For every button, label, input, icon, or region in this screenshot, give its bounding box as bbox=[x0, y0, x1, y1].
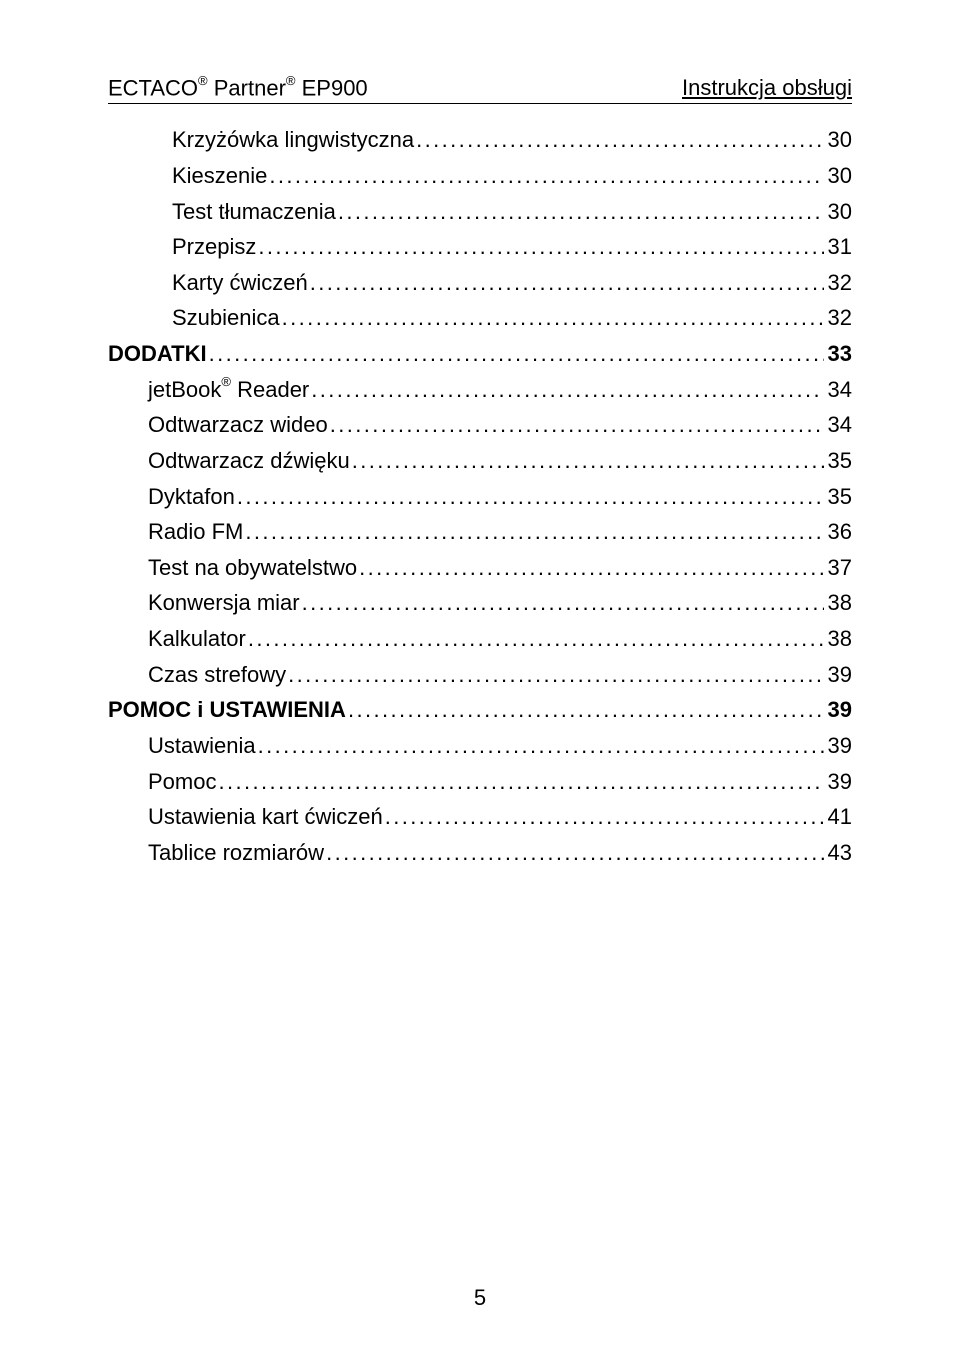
toc-entry-page: 34 bbox=[824, 372, 852, 408]
toc-leader-dots bbox=[308, 265, 824, 301]
toc-line: Czas strefowy 39 bbox=[108, 657, 852, 693]
toc-leader-dots bbox=[256, 229, 823, 265]
toc-entry-label: jetBook® Reader bbox=[148, 372, 309, 408]
toc-line: Dyktafon 35 bbox=[108, 479, 852, 515]
toc-entry-page: 39 bbox=[824, 692, 852, 728]
toc-entry-label: Konwersja miar bbox=[148, 585, 300, 621]
toc-entry-page: 32 bbox=[824, 300, 852, 336]
toc-line: Krzyżówka lingwistyczna 30 bbox=[108, 122, 852, 158]
toc-line: Ustawienia 39 bbox=[108, 728, 852, 764]
toc-entry-page: 34 bbox=[824, 407, 852, 443]
toc-entry-label: Czas strefowy bbox=[148, 657, 286, 693]
toc-line: Kieszenie 30 bbox=[108, 158, 852, 194]
toc-entry-label: Pomoc bbox=[148, 764, 216, 800]
toc-line: DODATKI 33 bbox=[108, 336, 852, 372]
toc-entry-label: Tablice rozmiarów bbox=[148, 835, 324, 871]
toc-entry-page: 33 bbox=[824, 336, 852, 372]
toc-entry-page: 30 bbox=[824, 194, 852, 230]
toc-line: Radio FM 36 bbox=[108, 514, 852, 550]
toc-leader-dots bbox=[309, 372, 823, 408]
header-brand-prefix: ECTACO bbox=[108, 75, 198, 100]
toc-entry-page: 32 bbox=[824, 265, 852, 301]
toc-leader-dots bbox=[216, 764, 823, 800]
toc-entry-page: 35 bbox=[824, 479, 852, 515]
toc-leader-dots bbox=[246, 621, 824, 657]
toc-entry-label: Dyktafon bbox=[148, 479, 235, 515]
toc-line: Szubienica 32 bbox=[108, 300, 852, 336]
toc-leader-dots bbox=[207, 336, 824, 372]
toc-leader-dots bbox=[280, 300, 824, 336]
header-brand-mid: Partner bbox=[208, 75, 286, 100]
toc-entry-label: Radio FM bbox=[148, 514, 243, 550]
toc-leader-dots bbox=[357, 550, 823, 586]
header-model: EP900 bbox=[296, 75, 368, 100]
toc-line: Ustawienia kart ćwiczeń 41 bbox=[108, 799, 852, 835]
toc-leader-dots bbox=[267, 158, 823, 194]
toc-line: Test tłumaczenia 30 bbox=[108, 194, 852, 230]
header-left: ECTACO® Partner® EP900 bbox=[108, 75, 368, 101]
toc-line: Pomoc 39 bbox=[108, 764, 852, 800]
toc-entry-label: POMOC i USTAWIENIA bbox=[108, 692, 346, 728]
document-page: ECTACO® Partner® EP900 Instrukcja obsług… bbox=[0, 0, 960, 1363]
toc-line: Test na obywatelstwo 37 bbox=[108, 550, 852, 586]
toc-entry-page: 38 bbox=[824, 621, 852, 657]
toc-entry-label: Szubienica bbox=[172, 300, 280, 336]
toc-entry-page: 30 bbox=[824, 122, 852, 158]
header-right: Instrukcja obsługi bbox=[682, 75, 852, 101]
toc-entry-page: 41 bbox=[824, 799, 852, 835]
page-number: 5 bbox=[0, 1285, 960, 1311]
toc-entry-label: Test na obywatelstwo bbox=[148, 550, 357, 586]
toc-entry-label: DODATKI bbox=[108, 336, 207, 372]
toc-entry-page: 39 bbox=[824, 764, 852, 800]
toc-entry-page: 38 bbox=[824, 585, 852, 621]
registered-icon: ® bbox=[286, 73, 296, 88]
toc-leader-dots bbox=[324, 835, 823, 871]
page-header: ECTACO® Partner® EP900 Instrukcja obsług… bbox=[108, 75, 852, 104]
toc-entry-page: 39 bbox=[824, 728, 852, 764]
toc-line: Przepisz 31 bbox=[108, 229, 852, 265]
toc-line: Kalkulator 38 bbox=[108, 621, 852, 657]
toc-entry-page: 31 bbox=[824, 229, 852, 265]
toc-leader-dots bbox=[235, 479, 824, 515]
toc-line: Konwersja miar 38 bbox=[108, 585, 852, 621]
toc-entry-page: 43 bbox=[824, 835, 852, 871]
toc-leader-dots bbox=[300, 585, 824, 621]
toc-leader-dots bbox=[256, 728, 824, 764]
toc-leader-dots bbox=[350, 443, 824, 479]
toc-entry-page: 36 bbox=[824, 514, 852, 550]
toc-entry-label: Ustawienia kart ćwiczeń bbox=[148, 799, 383, 835]
toc-leader-dots bbox=[346, 692, 824, 728]
registered-icon: ® bbox=[198, 73, 208, 88]
toc-line: Odtwarzacz wideo 34 bbox=[108, 407, 852, 443]
toc-entry-page: 30 bbox=[824, 158, 852, 194]
toc-line: Tablice rozmiarów 43 bbox=[108, 835, 852, 871]
toc-entry-page: 39 bbox=[824, 657, 852, 693]
toc-entry-page: 35 bbox=[824, 443, 852, 479]
toc-entry-label: Kieszenie bbox=[172, 158, 267, 194]
registered-icon: ® bbox=[221, 374, 231, 389]
toc-line: jetBook® Reader 34 bbox=[108, 372, 852, 408]
toc-entry-label: Odtwarzacz dźwięku bbox=[148, 443, 350, 479]
toc-entry-label: Ustawienia bbox=[148, 728, 256, 764]
table-of-contents: Krzyżówka lingwistyczna 30Kieszenie 30Te… bbox=[108, 122, 852, 870]
toc-entry-label: Kalkulator bbox=[148, 621, 246, 657]
toc-line: POMOC i USTAWIENIA 39 bbox=[108, 692, 852, 728]
toc-entry-label: Przepisz bbox=[172, 229, 256, 265]
toc-leader-dots bbox=[414, 122, 823, 158]
toc-entry-label: Krzyżówka lingwistyczna bbox=[172, 122, 414, 158]
toc-leader-dots bbox=[286, 657, 823, 693]
toc-line: Karty ćwiczeń 32 bbox=[108, 265, 852, 301]
toc-leader-dots bbox=[243, 514, 823, 550]
toc-leader-dots bbox=[383, 799, 824, 835]
toc-leader-dots bbox=[328, 407, 824, 443]
toc-entry-label: Odtwarzacz wideo bbox=[148, 407, 328, 443]
toc-leader-dots bbox=[336, 194, 824, 230]
toc-entry-page: 37 bbox=[824, 550, 852, 586]
toc-entry-label: Test tłumaczenia bbox=[172, 194, 336, 230]
toc-entry-label: Karty ćwiczeń bbox=[172, 265, 308, 301]
toc-line: Odtwarzacz dźwięku 35 bbox=[108, 443, 852, 479]
